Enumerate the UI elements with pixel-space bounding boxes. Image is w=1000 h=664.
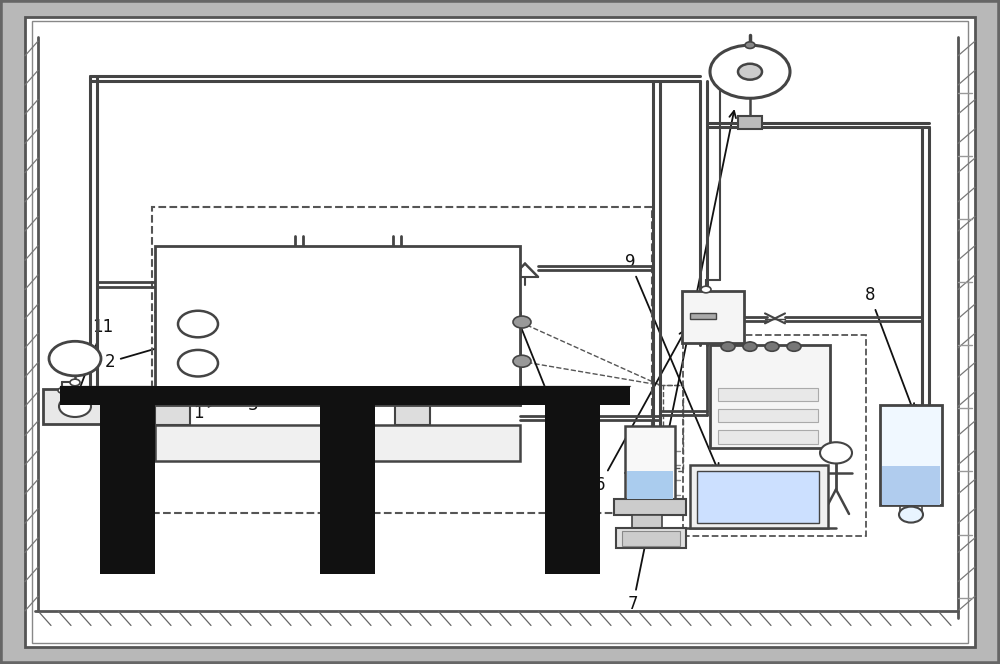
Circle shape <box>743 342 757 351</box>
Bar <box>718 409 818 422</box>
Bar <box>882 466 940 505</box>
Circle shape <box>820 442 852 463</box>
Circle shape <box>513 355 531 367</box>
Circle shape <box>899 507 923 523</box>
Bar <box>616 528 686 548</box>
Bar <box>622 531 680 546</box>
Bar <box>738 116 762 129</box>
Circle shape <box>49 341 101 376</box>
Bar <box>545 405 600 574</box>
Circle shape <box>178 311 218 337</box>
Text: 4: 4 <box>360 293 396 438</box>
Circle shape <box>765 342 779 351</box>
Bar <box>614 499 686 515</box>
Bar <box>682 291 744 343</box>
Circle shape <box>701 286 711 293</box>
Circle shape <box>59 396 91 417</box>
Circle shape <box>178 350 218 376</box>
Bar <box>155 246 520 405</box>
Bar <box>690 313 716 319</box>
Bar <box>43 389 107 424</box>
Circle shape <box>513 316 531 328</box>
Bar <box>663 385 683 471</box>
Bar <box>100 405 155 574</box>
Text: 12: 12 <box>74 357 96 376</box>
Bar <box>155 405 190 425</box>
Text: 9: 9 <box>625 253 719 470</box>
Bar <box>395 405 430 425</box>
Bar <box>320 405 375 574</box>
Bar <box>718 388 818 401</box>
Bar <box>690 465 828 528</box>
Circle shape <box>787 342 801 351</box>
Circle shape <box>70 379 80 386</box>
Bar <box>880 405 942 505</box>
Bar <box>632 515 662 528</box>
Text: 7: 7 <box>628 111 736 614</box>
Circle shape <box>721 342 735 351</box>
Text: 8: 8 <box>865 286 914 410</box>
Bar <box>60 386 630 405</box>
Text: 1: 1 <box>193 391 236 422</box>
Bar <box>625 426 675 499</box>
Bar <box>683 335 866 536</box>
Bar <box>710 345 830 448</box>
Text: 5: 5 <box>443 337 455 374</box>
Bar <box>627 471 673 499</box>
Text: 11: 11 <box>74 317 114 402</box>
Text: 6: 6 <box>595 329 686 494</box>
Text: 10: 10 <box>484 253 599 520</box>
Bar <box>152 207 652 513</box>
Circle shape <box>745 42 755 48</box>
Bar <box>155 425 520 461</box>
Circle shape <box>738 64 762 80</box>
Bar <box>718 430 818 444</box>
Text: 3: 3 <box>248 293 285 414</box>
Text: 2: 2 <box>105 339 185 371</box>
Bar <box>697 471 819 523</box>
Circle shape <box>710 45 790 98</box>
Circle shape <box>58 388 66 393</box>
